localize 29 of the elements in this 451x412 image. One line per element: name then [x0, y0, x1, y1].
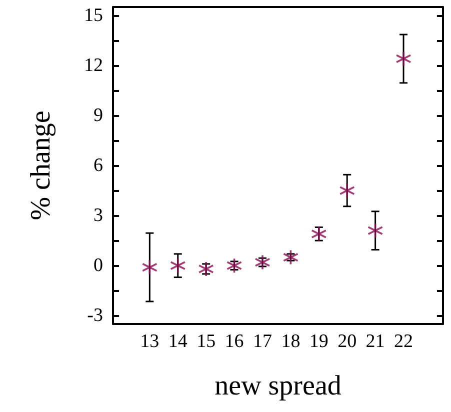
x-tick-label: 16: [224, 331, 244, 352]
y-tick-label: -3: [87, 305, 103, 326]
y-tick-label: 9: [94, 104, 103, 126]
y-tick-label: 12: [84, 54, 103, 76]
point: [226, 258, 242, 274]
x-tick-label: 20: [338, 331, 357, 352]
x-tick-label: 15: [196, 331, 216, 352]
x-tick-label: 21: [366, 331, 385, 352]
y-tick-label: 0: [94, 255, 103, 276]
point: [170, 258, 186, 274]
point: [282, 249, 299, 266]
x-tick-label: 14: [168, 331, 188, 352]
point: [367, 222, 384, 238]
point: [142, 259, 158, 276]
x-tick-label: 19: [309, 331, 328, 352]
point: [396, 50, 412, 67]
point: [310, 226, 327, 242]
y-tick-label: 3: [94, 205, 103, 226]
x-tick-label: 13: [140, 331, 160, 352]
y-tick-label: 15: [84, 4, 103, 26]
x-tick-label: 22: [394, 331, 414, 352]
x-tick-label: 18: [281, 331, 300, 352]
point: [339, 182, 356, 198]
y-tick-label: 6: [94, 155, 103, 176]
y-axis-title: % change: [26, 110, 56, 220]
point: [254, 254, 270, 270]
point: [198, 261, 214, 277]
x-tick-label: 17: [252, 331, 272, 352]
x-axis-title: new spread: [214, 370, 342, 402]
